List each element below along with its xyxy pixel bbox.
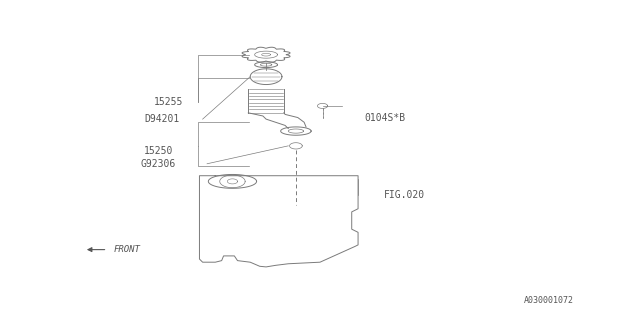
Text: FIG.020: FIG.020 <box>383 189 424 200</box>
Text: FRONT: FRONT <box>114 245 141 254</box>
Text: G92306: G92306 <box>140 159 175 169</box>
Text: D94201: D94201 <box>144 114 179 124</box>
Text: 15250: 15250 <box>143 146 173 156</box>
Text: A030001072: A030001072 <box>524 296 574 305</box>
Text: 0104S*B: 0104S*B <box>364 113 406 123</box>
Text: 15255: 15255 <box>154 97 184 107</box>
